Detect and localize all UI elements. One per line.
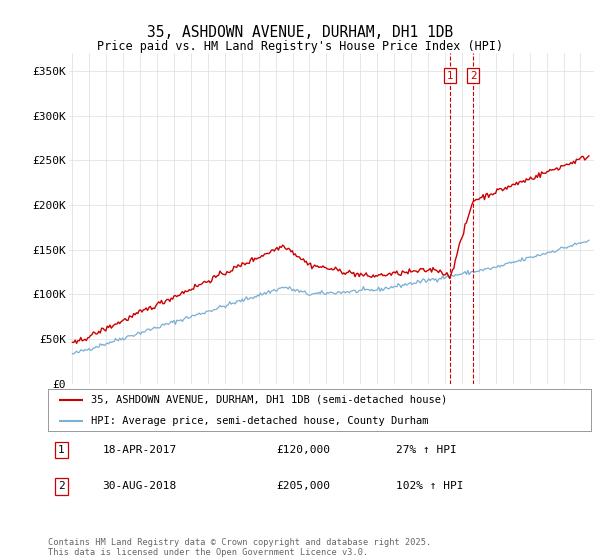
Text: 27% ↑ HPI: 27% ↑ HPI [395,445,456,455]
Text: 1: 1 [446,71,453,81]
Text: 2: 2 [58,482,65,492]
Text: 1: 1 [58,445,65,455]
Text: £205,000: £205,000 [276,482,330,492]
Text: 30-AUG-2018: 30-AUG-2018 [103,482,176,492]
Text: Contains HM Land Registry data © Crown copyright and database right 2025.
This d: Contains HM Land Registry data © Crown c… [48,538,431,557]
Text: 35, ASHDOWN AVENUE, DURHAM, DH1 1DB: 35, ASHDOWN AVENUE, DURHAM, DH1 1DB [147,25,453,40]
Text: 18-APR-2017: 18-APR-2017 [103,445,176,455]
Text: Price paid vs. HM Land Registry's House Price Index (HPI): Price paid vs. HM Land Registry's House … [97,40,503,53]
Text: 102% ↑ HPI: 102% ↑ HPI [395,482,463,492]
Text: HPI: Average price, semi-detached house, County Durham: HPI: Average price, semi-detached house,… [91,416,429,426]
Text: £120,000: £120,000 [276,445,330,455]
Text: 2: 2 [470,71,476,81]
Text: 35, ASHDOWN AVENUE, DURHAM, DH1 1DB (semi-detached house): 35, ASHDOWN AVENUE, DURHAM, DH1 1DB (sem… [91,395,448,405]
